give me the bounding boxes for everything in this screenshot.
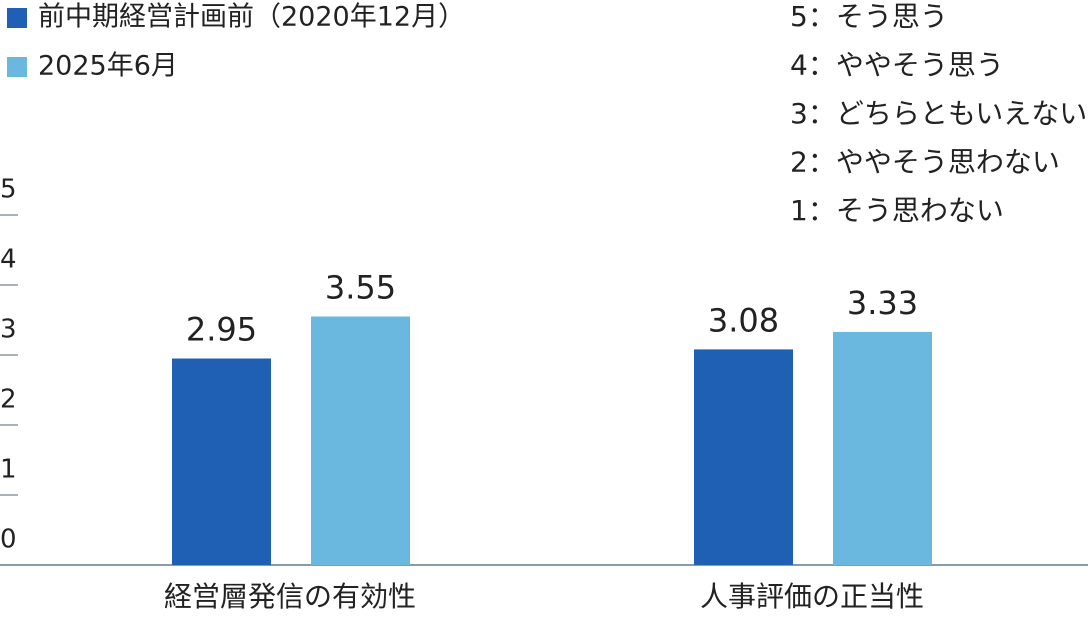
x-tick-label: 人事評価の正当性 bbox=[700, 580, 924, 613]
bar bbox=[694, 349, 793, 565]
value-label: 2.95 bbox=[186, 311, 257, 349]
bar bbox=[172, 358, 271, 565]
annotation: 1：そう思わない bbox=[790, 194, 1004, 227]
value-label: 3.55 bbox=[325, 269, 396, 307]
y-tick-label: 2 bbox=[0, 385, 17, 415]
x-tick-label: 経営層発信の有効性 bbox=[164, 580, 416, 613]
legend-label: 前中期経営計画前（2020年12月） bbox=[38, 2, 465, 33]
y-tick-label: 5 bbox=[0, 175, 17, 205]
bar bbox=[833, 331, 932, 565]
annotation: 3：どちらともいえない bbox=[790, 97, 1087, 130]
y-tick-label: 1 bbox=[0, 455, 17, 485]
legend-swatch bbox=[7, 8, 27, 28]
value-label: 3.08 bbox=[708, 301, 779, 339]
legend-swatch bbox=[7, 57, 27, 77]
y-tick-label: 0 bbox=[0, 525, 17, 555]
y-tick-label: 3 bbox=[0, 315, 17, 345]
y-tick-label: 4 bbox=[0, 245, 17, 275]
bar bbox=[311, 316, 410, 565]
annotation: 5：そう思う bbox=[790, 0, 948, 33]
legend-label: 2025年6月 bbox=[38, 51, 178, 82]
annotation: 4：ややそう思う bbox=[790, 49, 1004, 82]
annotation: 2：ややそう思わない bbox=[790, 146, 1060, 179]
value-label: 3.33 bbox=[847, 284, 918, 322]
